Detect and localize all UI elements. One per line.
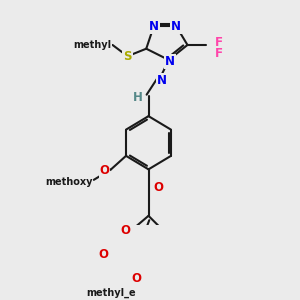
Text: O: O xyxy=(121,224,130,236)
Text: H: H xyxy=(133,91,142,104)
Text: O: O xyxy=(153,181,163,194)
Text: N: N xyxy=(171,20,181,33)
Text: N: N xyxy=(165,55,175,68)
Text: N: N xyxy=(157,74,167,87)
Text: methoxy: methoxy xyxy=(45,177,92,187)
Text: O: O xyxy=(131,272,141,285)
Text: S: S xyxy=(123,50,132,63)
Text: N: N xyxy=(149,20,159,33)
Text: O: O xyxy=(98,248,108,261)
Text: F: F xyxy=(215,36,223,49)
Text: O: O xyxy=(100,164,110,177)
Text: F: F xyxy=(215,47,223,61)
Text: methyl: methyl xyxy=(73,40,111,50)
Text: methyl_e: methyl_e xyxy=(86,288,136,298)
